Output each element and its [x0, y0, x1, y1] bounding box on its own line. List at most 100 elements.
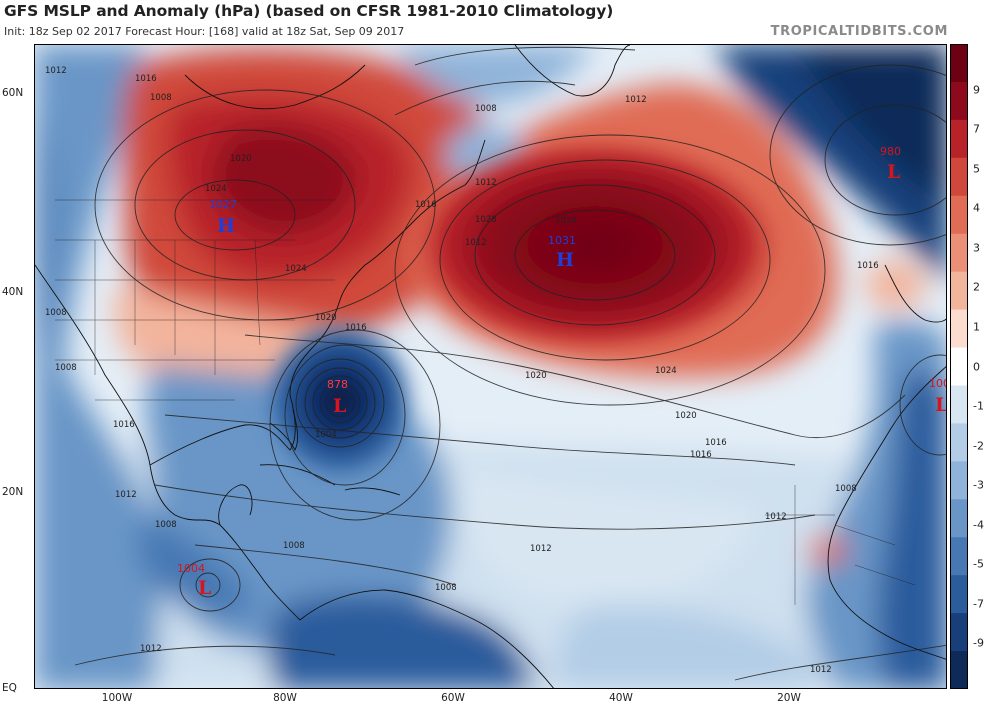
isobar-1008-south: [194, 544, 456, 586]
isobar-label: 1008: [435, 583, 457, 593]
colorbar-label: 2: [973, 280, 980, 294]
isobar-label: 1020: [230, 154, 252, 164]
colorbar-label: 3: [973, 241, 980, 255]
isobar-high-1031-4: [394, 134, 826, 406]
isobar-label: 1008: [475, 104, 497, 114]
colorbar-swatch: [950, 271, 968, 311]
isobar-1012-south: [154, 484, 816, 530]
low-980-letter: L: [887, 161, 900, 183]
isobar-100-africa: [899, 354, 946, 456]
coast-south-america: [299, 589, 554, 688]
isobar-label: 1016: [705, 438, 727, 448]
colorbar-swatch: [950, 195, 968, 235]
low-1004-letter: L: [198, 577, 211, 599]
isobar-label: 1020: [525, 371, 547, 381]
low-980-marker: 980 L: [880, 145, 901, 183]
colorbar-swatch: [950, 44, 968, 83]
colorbar-swatch: [950, 157, 968, 197]
colorbar-label: -4: [973, 518, 984, 532]
colorbar-label: 7: [973, 122, 980, 136]
high-1027-letter: H: [217, 215, 235, 237]
coast-iberia: [884, 264, 946, 323]
isobar-label: 1012: [140, 644, 162, 654]
colorbar-label: 1: [973, 320, 980, 334]
low-878-letter: L: [333, 395, 346, 417]
isobar-1020-south: [244, 334, 906, 439]
isobar-hurricane-8: [269, 329, 441, 521]
colorbar-swatch: [950, 347, 968, 387]
isobar-1012-se: [734, 644, 946, 681]
lon-label-80w: 80W: [273, 692, 297, 704]
isobar-1008-ne-2: [394, 80, 576, 116]
isobar-hurricane-2: [325, 388, 355, 418]
atlantic-high-core: [405, 135, 785, 355]
low-878-marker: 878 L: [327, 378, 348, 417]
low-100-letter: L: [935, 394, 947, 416]
colorbar-label: -9: [973, 636, 984, 650]
isobar-1004-2: [179, 558, 241, 612]
isobar-label: 1012: [115, 490, 137, 500]
colorbar-swatch: [950, 119, 968, 159]
isobar-label: 1016: [415, 200, 437, 210]
lon-label-40w: 40W: [609, 692, 633, 704]
coastlines: [35, 45, 946, 688]
isobar-label: 1004: [315, 430, 337, 440]
colorbar-label: 0: [973, 360, 980, 373]
isobar-label: 1012: [475, 178, 497, 188]
sa-blue: [268, 594, 535, 688]
isobar-high-1031-1: [514, 209, 676, 301]
low-1004-marker: 1004 L: [177, 562, 211, 599]
colorbar-swatch: [950, 575, 968, 614]
lat-label-60n: 60N: [2, 87, 24, 99]
low-878-value: 878: [327, 378, 348, 391]
isobar-high-1027-2: [134, 129, 356, 281]
low-1004-value: 1004: [177, 562, 205, 575]
colorbar-label: 4: [973, 201, 980, 215]
isobar-hurricane-5: [304, 367, 376, 439]
isobar-label: 1028: [475, 215, 497, 225]
coast-gulf-east: [149, 139, 486, 466]
low-100-value: 100: [929, 377, 947, 390]
isobar-1008-ne-1: [414, 46, 636, 66]
na-red-inner: [210, 126, 357, 235]
isobar-label: 1024: [285, 264, 307, 274]
low-100-marker: 100 L: [929, 377, 947, 416]
isobar-label: 1016: [135, 74, 157, 84]
anomaly-colorbar: [950, 44, 968, 689]
init-info-line: Init: 18z Sep 02 2017 Forecast Hour: [16…: [4, 25, 405, 38]
colorbar-swatch: [950, 537, 968, 576]
isobar-label: 1008: [150, 93, 172, 103]
lat-label-20n: 20N: [2, 486, 24, 498]
central-atlantic-pale: [455, 465, 755, 605]
colorbar-swatch: [950, 233, 968, 273]
colorbar-label: -3: [973, 478, 984, 492]
mslp-anomaly-map[interactable]: 1012 1016 1008 1020 1024 1028 1016 1012 …: [34, 44, 947, 689]
colorbar-label: -7: [973, 597, 984, 611]
isobar-label: 1012: [810, 665, 832, 675]
site-brand: TROPICALTIDBITS.COM: [770, 24, 948, 39]
coast-cuba: [259, 464, 336, 486]
south-atlantic-blue: [555, 605, 815, 688]
isobar-label: 1008: [835, 484, 857, 494]
colorbar-label: -5: [973, 557, 984, 571]
isobar-980-2: [769, 64, 946, 246]
lon-label-60w: 60W: [441, 692, 465, 704]
isobar-label: 1024: [555, 216, 577, 226]
isobar-1004-1: [195, 572, 221, 598]
isobar-label: 1012: [530, 544, 552, 554]
ne-deep-blue-core: [795, 45, 946, 204]
isobar-label: 1020: [315, 313, 337, 323]
lat-label-40n: 40N: [2, 286, 24, 298]
colorbar-swatch: [950, 461, 968, 500]
colorbar-swatch: [950, 309, 968, 349]
isobar-label: 1012: [765, 512, 787, 522]
isobar-label: 1020: [675, 411, 697, 421]
high-1027-marker: 1027 H: [209, 198, 237, 237]
isobar-label: 1008: [283, 541, 305, 551]
isobar-label: 1016: [857, 261, 879, 271]
isobar-980-1: [824, 104, 946, 216]
colorbar-swatch: [950, 651, 968, 689]
isobar-label: 1012: [625, 95, 647, 105]
colorbar-swatch: [950, 499, 968, 538]
colorbar-label: 9: [973, 83, 980, 97]
